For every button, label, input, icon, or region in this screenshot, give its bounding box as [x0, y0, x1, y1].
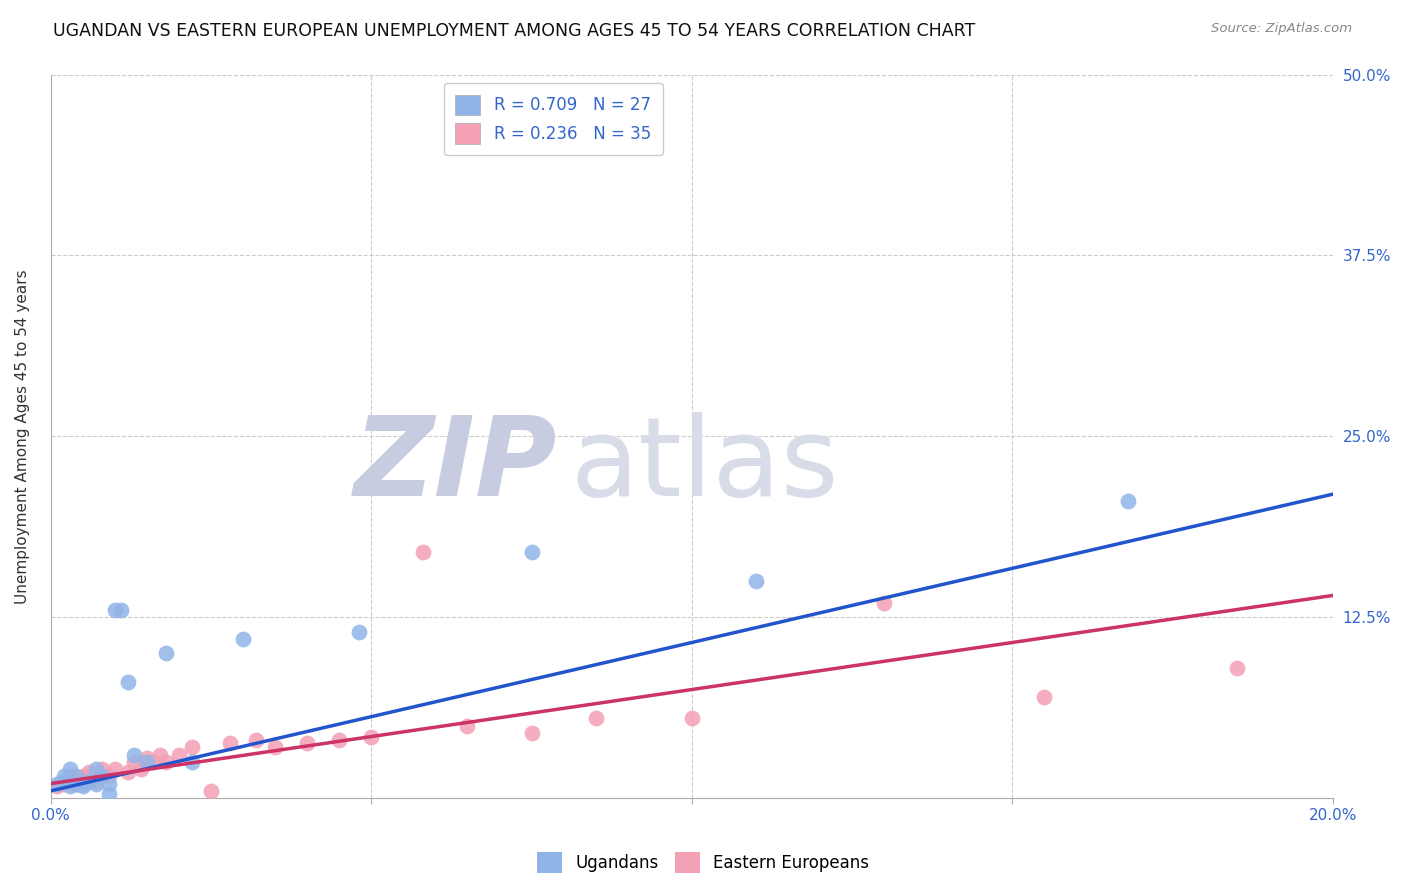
Point	[245, 733, 267, 747]
Point	[142, 755, 165, 769]
Point	[681, 711, 703, 725]
Text: atlas: atlas	[569, 412, 838, 519]
Point	[873, 596, 896, 610]
Point	[52, 776, 75, 790]
Point	[110, 603, 132, 617]
Point	[1033, 690, 1056, 704]
Legend: R = 0.709   N = 27, R = 0.236   N = 35: R = 0.709 N = 27, R = 0.236 N = 35	[444, 83, 662, 155]
Point	[97, 787, 120, 801]
Text: UGANDAN VS EASTERN EUROPEAN UNEMPLOYMENT AMONG AGES 45 TO 54 YEARS CORRELATION C: UGANDAN VS EASTERN EUROPEAN UNEMPLOYMENT…	[53, 22, 976, 40]
Point	[1226, 661, 1249, 675]
Point	[52, 773, 75, 788]
Point	[91, 769, 114, 783]
Point	[347, 624, 370, 639]
Point	[149, 747, 172, 762]
Point	[180, 755, 202, 769]
Point	[117, 764, 139, 779]
Point	[1116, 494, 1139, 508]
Point	[585, 711, 607, 725]
Point	[84, 773, 107, 788]
Legend: Ugandans, Eastern Europeans: Ugandans, Eastern Europeans	[530, 846, 876, 880]
Point	[412, 545, 434, 559]
Point	[122, 747, 145, 762]
Text: Source: ZipAtlas.com: Source: ZipAtlas.com	[1212, 22, 1353, 36]
Point	[97, 776, 120, 790]
Point	[520, 726, 543, 740]
Point	[129, 762, 152, 776]
Point	[745, 574, 768, 588]
Point	[117, 675, 139, 690]
Point	[84, 776, 107, 790]
Point	[72, 769, 94, 783]
Point	[79, 764, 101, 779]
Text: ZIP: ZIP	[354, 412, 557, 519]
Point	[219, 736, 242, 750]
Y-axis label: Unemployment Among Ages 45 to 54 years: Unemployment Among Ages 45 to 54 years	[15, 269, 30, 604]
Point	[52, 769, 75, 783]
Point	[328, 733, 350, 747]
Point	[72, 780, 94, 794]
Point	[232, 632, 254, 646]
Point	[167, 747, 190, 762]
Point	[297, 736, 319, 750]
Point	[360, 731, 382, 745]
Point	[46, 776, 69, 790]
Point	[65, 776, 87, 790]
Point	[264, 740, 287, 755]
Point	[456, 719, 478, 733]
Point	[59, 762, 82, 776]
Point	[97, 769, 120, 783]
Point	[122, 755, 145, 769]
Point	[59, 769, 82, 783]
Point	[65, 769, 87, 783]
Point	[79, 773, 101, 788]
Point	[200, 784, 222, 798]
Point	[155, 755, 177, 769]
Point	[104, 603, 127, 617]
Point	[136, 750, 159, 764]
Point	[65, 776, 87, 790]
Point	[84, 762, 107, 776]
Point	[59, 773, 82, 788]
Point	[155, 646, 177, 660]
Point	[46, 780, 69, 794]
Point	[136, 755, 159, 769]
Point	[59, 780, 82, 794]
Point	[91, 762, 114, 776]
Point	[72, 776, 94, 790]
Point	[520, 545, 543, 559]
Point	[104, 762, 127, 776]
Point	[180, 740, 202, 755]
